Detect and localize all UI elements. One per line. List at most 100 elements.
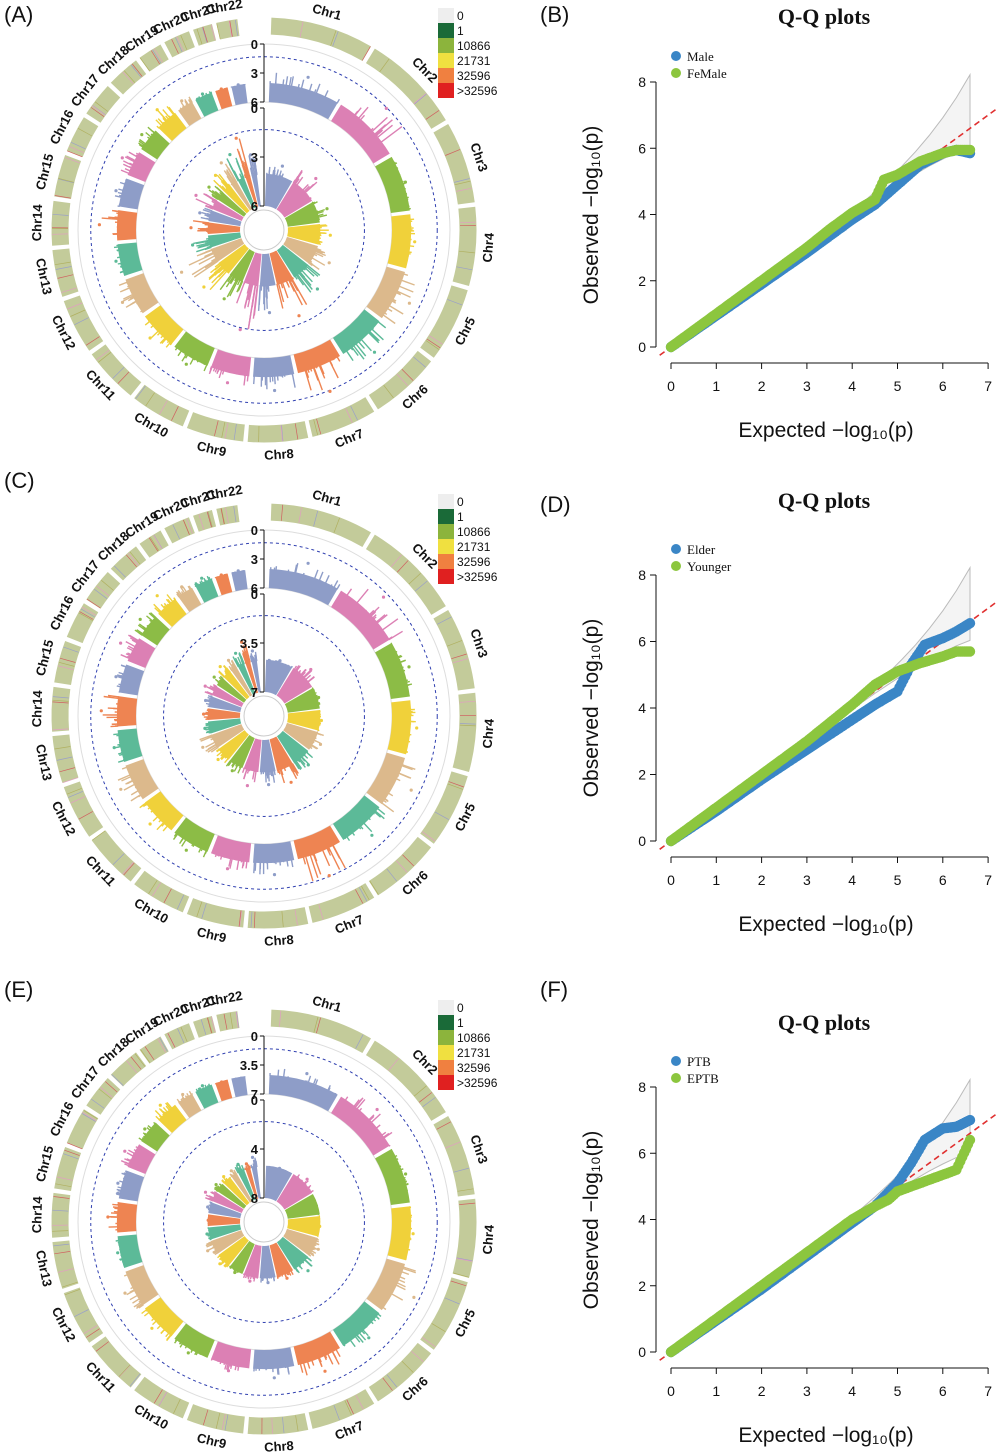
outer_track-body-Chr18: [158, 1104, 187, 1134]
outer_track-spike: [181, 592, 184, 595]
density-mark: [221, 1414, 226, 1430]
outer_track-spike: [191, 1349, 194, 1352]
outer_track-spike: [229, 858, 233, 869]
outer_track-spike: [356, 1334, 364, 1343]
outer_track-spike: [361, 1330, 366, 1335]
outer_track-spike: [144, 320, 151, 326]
density-mark: [280, 504, 284, 521]
confidence-band: [670, 1077, 971, 1353]
outer_track-spike: [277, 1367, 280, 1375]
density-mark: [74, 317, 89, 326]
outer_track-spike: [314, 1079, 319, 1086]
outer_track-spike: [179, 1341, 182, 1345]
outer_track-spike: [245, 861, 248, 869]
outer_track-spike: [315, 366, 318, 369]
inner_track-spike: [206, 215, 211, 218]
outer_track-spike: [382, 1306, 387, 1311]
outer_track-spike: [119, 1258, 123, 1261]
outer_track-spike: [189, 1347, 192, 1350]
inner_track-spike: [312, 741, 315, 744]
inner_track-spike: [281, 1274, 284, 1277]
density-mark: [122, 861, 134, 875]
outer_track-spike: [158, 1108, 166, 1115]
outer_track-spike: [376, 807, 386, 815]
density-mark: [58, 661, 75, 667]
inner_track-body-Chr13: [207, 1224, 242, 1240]
outer_track-spike: [166, 1334, 172, 1341]
inner_track-body-Chr8: [259, 739, 276, 773]
density-mark: [126, 1060, 138, 1074]
inner_track-spike: [317, 729, 320, 732]
outer_track-body-Chr19: [178, 587, 202, 613]
inner_track-peak-point-Chr22: [250, 649, 254, 653]
density-mark: [216, 23, 221, 39]
outer_track-peak-point-Chr3: [407, 665, 411, 669]
inner_track-spike: [221, 1179, 225, 1184]
inner_track-spike: [223, 1177, 228, 1182]
outer_track-peak-point-Chr20: [200, 1084, 204, 1088]
inner_track-spike: [204, 259, 218, 269]
outer_track-spike: [116, 1188, 122, 1192]
inner_track-spike: [254, 161, 258, 176]
inner_track-spike: [229, 1176, 231, 1179]
inner_track-spike: [290, 763, 299, 777]
inner_track-spike: [231, 663, 236, 670]
inner_track-spike: [232, 276, 235, 279]
outer_track-peak-point-Chr12: [120, 300, 125, 304]
inner_track-spike: [276, 283, 284, 309]
inner_track-spike: [304, 266, 315, 277]
outer_track-spike: [212, 367, 216, 372]
inner_track-spike: [231, 762, 235, 767]
inner_track-spike: [214, 1186, 220, 1191]
inner_track-spike: [266, 771, 269, 779]
outer_track-spike: [309, 854, 319, 879]
outer_track-spike: [377, 1313, 382, 1317]
inner_track-spike: [209, 270, 228, 291]
outer_track-spike: [162, 1113, 165, 1116]
legend-marker: [671, 1056, 681, 1066]
density-mark: [280, 425, 283, 442]
outer_track-spike: [394, 162, 398, 165]
density-mark: [82, 1112, 97, 1121]
outer_track-spike: [142, 1132, 147, 1136]
inner_track-body-Chr8: [259, 253, 276, 287]
inner_track-body-Chr10: [229, 249, 255, 283]
outer_track-spike: [118, 281, 128, 286]
inner_track-spike: [317, 242, 321, 244]
inner_track-spike: [198, 255, 216, 265]
outer_track-spike: [354, 1335, 361, 1343]
inner_track-spike: [227, 275, 233, 283]
outer_track-body-Chr6: [332, 309, 380, 354]
outer_track-spike: [126, 1152, 134, 1157]
outer_track-spike: [182, 586, 188, 593]
outer_track-spike: [324, 90, 329, 98]
outer_track-body-Chr13: [117, 728, 143, 762]
outer_track-peak-point-Chr4: [413, 240, 417, 244]
center-circle: [243, 1201, 285, 1243]
density-mark: [58, 178, 74, 183]
density-segment-Chr2: [365, 48, 446, 130]
density-legend-label: >32596: [457, 84, 498, 98]
inner_track-spike: [314, 1244, 317, 1247]
inner_track-spike: [208, 1204, 212, 1207]
outer_track-spike: [409, 245, 415, 248]
inner_track-spike: [298, 1264, 301, 1268]
outer_track-spike: [128, 1161, 131, 1164]
outer_track-spike: [199, 1353, 202, 1355]
inner_track-spike: [311, 1195, 314, 1198]
inner_track-spike: [294, 665, 300, 671]
inner_track-peak-point-Chr21: [240, 640, 244, 644]
density-mark: [369, 880, 379, 895]
outer_track-spike: [367, 331, 380, 344]
outer_track-spike: [369, 606, 380, 617]
y-tick-label: 4: [638, 207, 646, 223]
density-mark: [177, 1028, 185, 1044]
density-legend-swatch: [438, 509, 454, 524]
density-mark: [396, 860, 408, 873]
density-segment-Chr8: [247, 1413, 309, 1435]
density-mark: [418, 1092, 433, 1103]
outer_track-peak-point-Chr21: [219, 87, 223, 91]
density-legend-swatch: [438, 539, 454, 554]
inner_track-spike: [317, 703, 321, 706]
density-segment-Chr8: [247, 421, 309, 443]
